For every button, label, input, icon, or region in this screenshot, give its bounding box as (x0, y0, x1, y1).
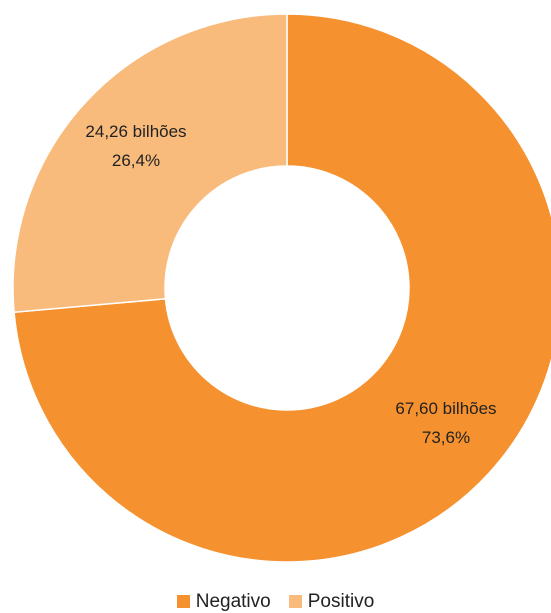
legend-label-positivo: Positivo (307, 590, 375, 612)
chart-legend: Negativo Positivo (0, 590, 551, 613)
legend-item-negativo[interactable]: Negativo (176, 590, 271, 613)
donut-slice-negativo[interactable] (13, 13, 551, 563)
data-label-value-positivo: 24,26 bilhões (85, 122, 186, 141)
donut-chart-plot: 67,60 bilhões 73,6% 24,26 bilhões 26,4% (12, 13, 551, 563)
legend-swatch-positivo (288, 595, 302, 608)
legend-label-negativo: Negativo (195, 590, 271, 612)
legend-swatch-negativo (176, 595, 190, 608)
donut-slice-positivo[interactable] (12, 13, 288, 314)
legend-item-positivo[interactable]: Positivo (288, 590, 375, 613)
data-label-value-negativo: 67,60 bilhões (395, 399, 496, 418)
data-label-percent-negativo: 73,6% (422, 428, 470, 447)
data-label-percent-positivo: 26,4% (112, 151, 160, 170)
